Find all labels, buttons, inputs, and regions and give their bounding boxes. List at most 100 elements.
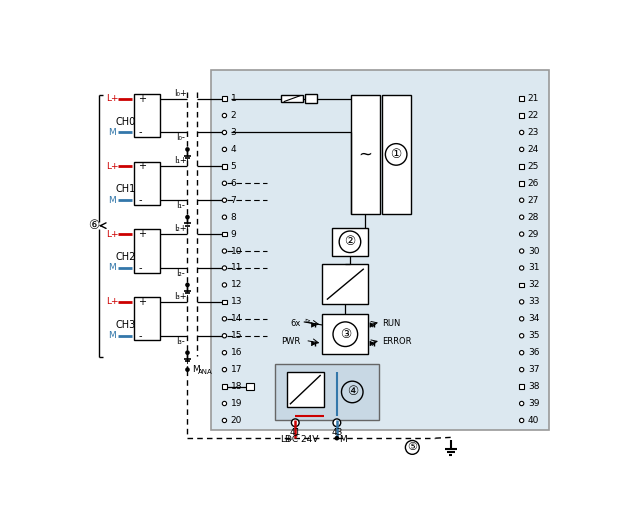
Text: ④: ④ (347, 385, 358, 398)
Text: I₃+: I₃+ (175, 292, 187, 301)
Text: ②: ② (345, 236, 355, 249)
Text: ANA: ANA (198, 369, 213, 375)
Circle shape (185, 147, 190, 152)
Bar (333, 228, 368, 256)
Text: ①: ① (390, 148, 402, 161)
Circle shape (520, 300, 524, 304)
Circle shape (520, 418, 524, 423)
Bar (222, 96, 227, 101)
Text: DC 24V: DC 24V (285, 435, 318, 444)
Text: L+: L+ (106, 297, 118, 306)
Text: 17: 17 (231, 365, 242, 374)
Bar (519, 113, 524, 118)
Text: 35: 35 (528, 331, 540, 340)
Text: 37: 37 (528, 365, 540, 374)
Bar (134, 162, 160, 205)
Text: 26: 26 (528, 179, 539, 188)
Text: 8: 8 (231, 213, 236, 222)
Circle shape (222, 131, 227, 135)
Bar (222, 164, 227, 168)
Text: I₂-: I₂- (176, 269, 185, 278)
Polygon shape (311, 341, 315, 346)
Text: I₁+: I₁+ (174, 157, 187, 165)
Text: ⊳: ⊳ (304, 318, 310, 324)
Text: M: M (339, 435, 347, 444)
Circle shape (185, 367, 190, 372)
Bar (304, 94, 317, 103)
Bar (287, 372, 324, 407)
Text: 10: 10 (231, 246, 242, 255)
Polygon shape (370, 341, 374, 346)
Text: 39: 39 (528, 399, 540, 408)
Text: 31: 31 (528, 264, 540, 272)
Text: 33: 33 (528, 297, 540, 306)
Text: -: - (138, 195, 141, 205)
Circle shape (520, 350, 524, 355)
Text: +: + (138, 297, 147, 307)
Text: ⑤: ⑤ (407, 443, 417, 452)
Bar (222, 384, 227, 389)
Circle shape (520, 215, 524, 219)
Bar (134, 229, 160, 272)
Text: 16: 16 (231, 348, 242, 357)
Text: 22: 22 (528, 111, 539, 120)
Text: +: + (138, 94, 147, 103)
Text: 2: 2 (231, 111, 236, 120)
Text: 29: 29 (528, 230, 539, 239)
Circle shape (185, 350, 190, 355)
Text: I₀-: I₀- (176, 133, 185, 142)
Bar (519, 283, 524, 287)
Text: ERROR: ERROR (382, 337, 412, 346)
Bar (382, 95, 411, 214)
Bar (322, 314, 368, 354)
Circle shape (222, 418, 227, 423)
Text: 1: 1 (231, 94, 236, 103)
Bar (211, 70, 549, 431)
Text: 4: 4 (231, 145, 236, 154)
Circle shape (222, 317, 227, 321)
Text: I₃-: I₃- (176, 336, 185, 346)
Text: I₀+: I₀+ (174, 89, 187, 98)
Text: 20: 20 (231, 416, 242, 425)
Text: CH1: CH1 (116, 185, 136, 194)
Circle shape (185, 215, 190, 219)
Text: 7: 7 (231, 196, 236, 205)
Circle shape (405, 440, 419, 454)
Text: I₂+: I₂+ (175, 224, 187, 233)
Circle shape (520, 147, 524, 151)
Circle shape (222, 249, 227, 253)
Text: +: + (138, 161, 147, 172)
Text: PWR: PWR (282, 337, 301, 346)
Text: 24: 24 (528, 145, 539, 154)
Circle shape (520, 334, 524, 338)
Text: 13: 13 (231, 297, 242, 306)
Circle shape (520, 401, 524, 406)
Text: 3: 3 (231, 128, 236, 137)
Circle shape (222, 147, 227, 151)
Circle shape (520, 232, 524, 236)
Text: -: - (138, 331, 141, 341)
Circle shape (520, 368, 524, 372)
Text: 23: 23 (528, 128, 539, 137)
Circle shape (339, 231, 361, 253)
Bar (322, 264, 368, 304)
Circle shape (292, 419, 299, 426)
Text: M: M (108, 331, 116, 340)
Circle shape (222, 215, 227, 219)
Text: 6: 6 (231, 179, 236, 188)
Bar (246, 383, 254, 389)
Text: ~: ~ (359, 146, 373, 163)
Bar (134, 297, 160, 341)
Text: L+: L+ (280, 435, 292, 444)
Text: 43: 43 (331, 427, 343, 436)
Text: L+: L+ (106, 162, 118, 171)
Text: 28: 28 (528, 213, 539, 222)
Bar (519, 96, 524, 101)
Text: M: M (108, 128, 116, 137)
Polygon shape (370, 322, 374, 327)
Circle shape (222, 113, 227, 118)
Text: 36: 36 (528, 348, 540, 357)
Text: 41: 41 (290, 427, 301, 436)
Text: L+: L+ (106, 230, 118, 239)
Bar (519, 181, 524, 186)
